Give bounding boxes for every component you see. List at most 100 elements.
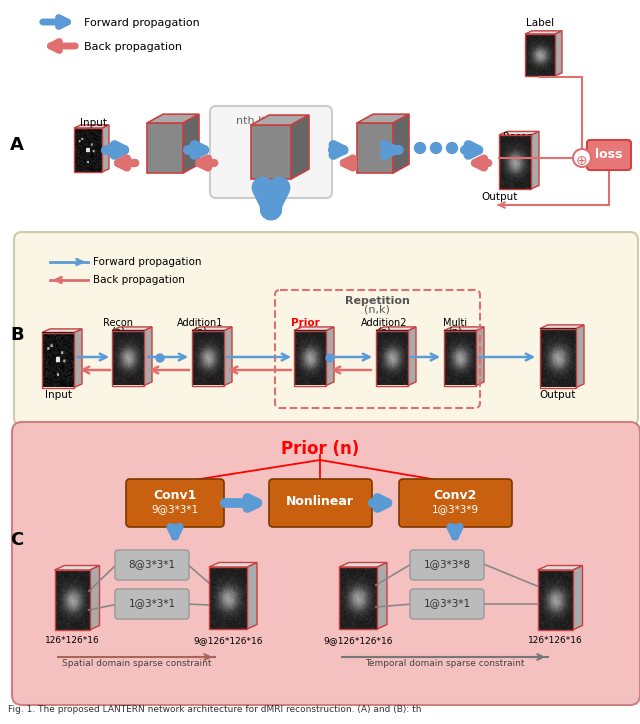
Text: 126*126*16: 126*126*16 (527, 636, 582, 645)
Circle shape (156, 354, 164, 362)
FancyBboxPatch shape (210, 106, 332, 198)
Text: 1@3*3*1: 1@3*3*1 (424, 598, 470, 608)
Polygon shape (476, 327, 484, 385)
Bar (444, 330, 476, 385)
Text: Conv1: Conv1 (154, 489, 196, 502)
Polygon shape (576, 325, 584, 387)
Text: Input: Input (80, 118, 107, 128)
Text: Output: Output (482, 192, 518, 202)
Bar (74, 128, 102, 172)
Polygon shape (144, 327, 152, 385)
Circle shape (573, 149, 591, 167)
Polygon shape (408, 327, 416, 385)
Polygon shape (326, 327, 334, 385)
Polygon shape (573, 565, 582, 630)
Polygon shape (192, 327, 232, 330)
Polygon shape (251, 125, 291, 179)
Text: Conv2: Conv2 (433, 489, 477, 502)
Text: 1@3*3*9: 1@3*3*9 (431, 504, 479, 514)
Text: 126*126*16: 126*126*16 (45, 636, 99, 645)
Text: N+1: N+1 (503, 141, 525, 151)
FancyBboxPatch shape (587, 140, 631, 170)
Text: 1@3*3*8: 1@3*3*8 (424, 559, 470, 569)
Polygon shape (538, 565, 582, 570)
FancyBboxPatch shape (115, 589, 189, 619)
Text: (n): (n) (296, 326, 314, 336)
Bar (339, 567, 377, 629)
Bar (192, 330, 224, 385)
Text: (n): (n) (377, 326, 391, 336)
Text: Addition1: Addition1 (177, 318, 223, 328)
Text: (n): (n) (448, 326, 462, 336)
Polygon shape (112, 327, 152, 330)
Polygon shape (209, 563, 257, 567)
Text: Back propagation: Back propagation (84, 42, 182, 52)
Text: Forward propagation: Forward propagation (84, 18, 200, 28)
Text: Temporal domain sparse constraint: Temporal domain sparse constraint (365, 659, 525, 668)
FancyBboxPatch shape (115, 550, 189, 580)
Polygon shape (90, 565, 99, 630)
FancyBboxPatch shape (410, 589, 484, 619)
Bar (525, 34, 555, 76)
Circle shape (326, 354, 334, 362)
Circle shape (415, 143, 426, 153)
Text: A: A (10, 136, 24, 154)
Polygon shape (147, 123, 183, 173)
Text: Label: Label (526, 18, 554, 28)
Polygon shape (54, 565, 99, 570)
FancyBboxPatch shape (14, 232, 638, 426)
Polygon shape (377, 563, 387, 629)
FancyBboxPatch shape (410, 550, 484, 580)
Text: 8@3*3*1: 8@3*3*1 (129, 559, 175, 569)
FancyBboxPatch shape (12, 422, 640, 705)
Text: Nonlinear: Nonlinear (286, 495, 354, 508)
Text: Repetition: Repetition (344, 296, 410, 306)
Text: (n,k): (n,k) (364, 305, 390, 315)
FancyBboxPatch shape (126, 479, 224, 527)
Bar (54, 570, 90, 630)
Polygon shape (251, 115, 309, 125)
FancyBboxPatch shape (269, 479, 372, 527)
FancyBboxPatch shape (399, 479, 512, 527)
Text: Fig. 1. The proposed LANTERN network architecture for dMRI reconstruction. (A) a: Fig. 1. The proposed LANTERN network arc… (8, 705, 422, 714)
Circle shape (447, 143, 458, 153)
Circle shape (431, 143, 442, 153)
Text: Recon: Recon (103, 318, 133, 328)
Text: Forward propagation: Forward propagation (93, 257, 202, 267)
Bar (209, 567, 247, 629)
Text: 9@126*126*16: 9@126*126*16 (323, 636, 393, 645)
Bar (376, 330, 408, 385)
Bar (538, 570, 573, 630)
Text: Output: Output (540, 390, 576, 400)
Polygon shape (357, 123, 393, 173)
Polygon shape (224, 327, 232, 385)
Text: Multi: Multi (443, 318, 467, 328)
Polygon shape (102, 125, 109, 172)
Polygon shape (74, 329, 82, 387)
Text: Spatial domain sparse constraint: Spatial domain sparse constraint (62, 659, 212, 668)
Bar (540, 329, 576, 387)
Polygon shape (555, 31, 562, 76)
Polygon shape (531, 131, 539, 189)
Text: loss: loss (595, 148, 623, 161)
Polygon shape (339, 563, 387, 567)
Text: Prior: Prior (291, 318, 319, 328)
Text: Recon: Recon (503, 132, 533, 142)
Bar (294, 330, 326, 385)
Text: Back propagation: Back propagation (93, 275, 185, 285)
Polygon shape (499, 131, 539, 135)
Text: C: C (10, 531, 23, 549)
Text: Prior (n): Prior (n) (281, 440, 359, 458)
Text: (n): (n) (193, 326, 207, 336)
Polygon shape (444, 327, 484, 330)
Polygon shape (291, 115, 309, 179)
Bar (499, 135, 531, 189)
Text: (n): (n) (111, 326, 125, 336)
Text: Input: Input (45, 390, 72, 400)
Text: Addition2: Addition2 (361, 318, 407, 328)
Polygon shape (74, 125, 109, 128)
Polygon shape (393, 114, 409, 173)
Polygon shape (247, 563, 257, 629)
Text: 9@126*126*16: 9@126*126*16 (193, 636, 263, 645)
Bar (112, 330, 144, 385)
